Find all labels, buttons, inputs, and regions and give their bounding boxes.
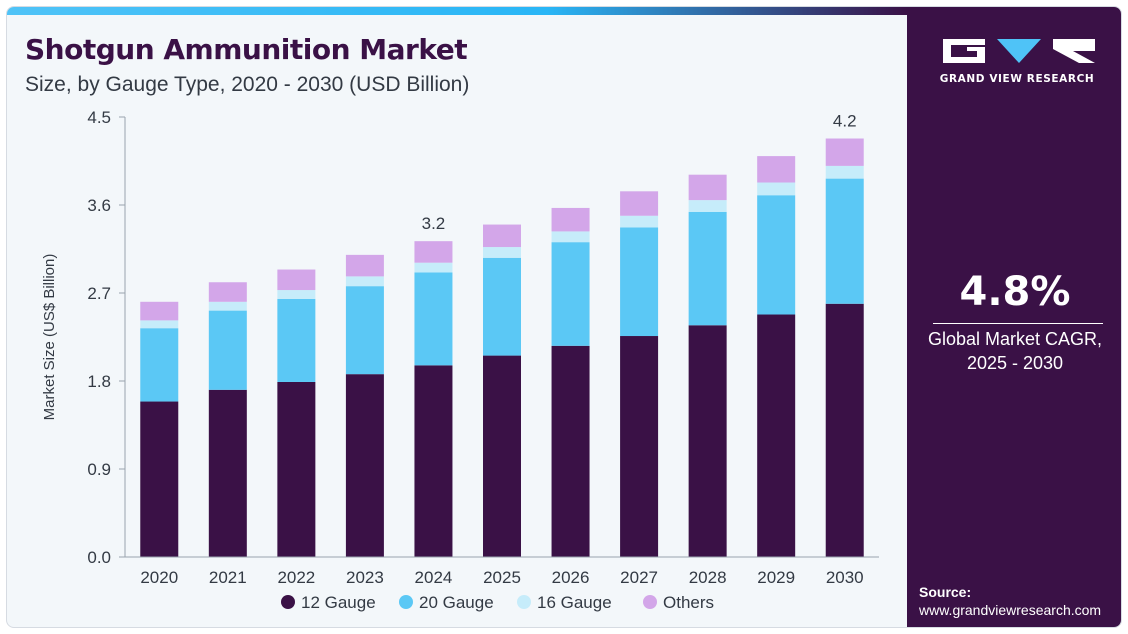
x-tick-label-2029: 2029 <box>757 568 795 587</box>
chart-card: Shotgun Ammunition Market Size, by Gauge… <box>6 6 1122 628</box>
legend: 12 Gauge 20 Gauge 16 Gauge Others <box>281 593 714 612</box>
legend-item-others: Others <box>643 593 714 612</box>
x-tick-label-2025: 2025 <box>483 568 521 587</box>
x-tick-label-2026: 2026 <box>552 568 590 587</box>
bar-16-gauge-2020 <box>140 320 179 329</box>
y-tick-label: 2.7 <box>87 284 111 303</box>
legend-label: 12 Gauge <box>301 593 376 612</box>
bar-12-gauge-2021 <box>208 389 247 557</box>
bar-16-gauge-2024 <box>414 262 453 273</box>
bar-20-gauge-2020 <box>140 328 179 402</box>
bar-12-gauge-2022 <box>277 381 316 557</box>
data-label-2024: 3.2 <box>422 214 446 233</box>
bar-12-gauge-2023 <box>345 374 384 557</box>
x-tick-label-2027: 2027 <box>620 568 658 587</box>
bar-12-gauge-2024 <box>414 365 453 557</box>
legend-label: Others <box>663 593 714 612</box>
bar-16-gauge-2030 <box>825 165 864 179</box>
bar-others-2026 <box>551 207 590 232</box>
bar-20-gauge-2022 <box>277 298 316 382</box>
bar-others-2021 <box>208 282 247 302</box>
bar-12-gauge-2029 <box>757 314 796 557</box>
chart-title: Shotgun Ammunition Market <box>25 33 468 66</box>
accent-bar <box>7 7 907 15</box>
y-tick-label: 1.8 <box>87 372 111 391</box>
y-tick-label: 0.9 <box>87 460 111 479</box>
y-tick-label: 0.0 <box>87 548 111 567</box>
bar-others-2023 <box>345 254 384 277</box>
legend-label: 20 Gauge <box>419 593 494 612</box>
legend-item-16-gauge: 16 Gauge <box>517 593 612 612</box>
bar-20-gauge-2021 <box>208 310 247 390</box>
bar-12-gauge-2025 <box>483 355 521 557</box>
legend-label: 16 Gauge <box>537 593 612 612</box>
data-label-2030: 4.2 <box>833 112 857 131</box>
bar-12-gauge-2028 <box>688 325 727 557</box>
bar-others-2030 <box>825 138 864 166</box>
bar-others-2028 <box>688 174 727 201</box>
x-tick-label-2024: 2024 <box>415 568 453 587</box>
bar-others-2029 <box>757 156 796 183</box>
cagr-label-line1: Global Market CAGR, <box>927 329 1103 349</box>
x-tick-label-2023: 2023 <box>346 568 384 587</box>
legend-marker <box>517 595 531 609</box>
y-tick-label: 3.6 <box>87 196 111 215</box>
legend-item-20-gauge: 20 Gauge <box>399 593 494 612</box>
bars <box>140 138 864 557</box>
stacked-bar-chart: 0.0 0.9 1.8 2.7 3.6 4.5 Market Size (US$ Billi… <box>41 108 879 612</box>
bar-16-gauge-2027 <box>620 215 659 228</box>
bar-16-gauge-2023 <box>345 276 384 287</box>
x-tick-label-2030: 2030 <box>826 568 864 587</box>
bar-16-gauge-2021 <box>208 301 247 311</box>
source-label: Source: <box>919 584 972 600</box>
cagr-label: Global Market CAGR, 2025 - 2030 <box>907 327 1121 375</box>
side-panel: GRAND VIEW RESEARCH 4.8% Global Market C… <box>907 7 1121 627</box>
bar-others-2025 <box>483 224 521 248</box>
bar-12-gauge-2027 <box>620 336 659 557</box>
bar-20-gauge-2023 <box>345 286 384 375</box>
legend-marker <box>399 595 413 609</box>
source-url[interactable]: www.grandviewresearch.com <box>919 602 1102 618</box>
bar-16-gauge-2025 <box>483 247 521 258</box>
x-tick-label-2028: 2028 <box>689 568 727 587</box>
x-tick-label-2020: 2020 <box>140 568 178 587</box>
bar-20-gauge-2026 <box>551 242 590 346</box>
bar-16-gauge-2028 <box>688 200 727 212</box>
bar-20-gauge-2029 <box>757 195 796 315</box>
legend-marker <box>281 595 295 609</box>
x-tick-label-2021: 2021 <box>209 568 247 587</box>
bar-12-gauge-2026 <box>551 345 590 557</box>
cagr-label-line2: 2025 - 2030 <box>966 353 1064 373</box>
bar-12-gauge-2030 <box>825 303 864 557</box>
legend-item-12-gauge: 12 Gauge <box>281 593 376 612</box>
bar-others-2027 <box>620 191 659 216</box>
brand-name: GRAND VIEW RESEARCH <box>939 73 1095 85</box>
bar-20-gauge-2024 <box>414 272 453 366</box>
divider <box>933 323 1103 324</box>
legend-marker <box>643 595 657 609</box>
data-labels: 3.2 4.2 <box>422 112 857 234</box>
grand-view-research-logo <box>943 39 1095 63</box>
bar-others-2024 <box>414 241 453 263</box>
x-tick-label-2022: 2022 <box>277 568 315 587</box>
x-axis: 2020 2021 2022 2023 2024 2025 2026 2027 2028 2029… <box>125 556 879 587</box>
bar-20-gauge-2028 <box>688 211 727 326</box>
bar-20-gauge-2030 <box>825 178 864 304</box>
y-axis-label: Market Size (US$ Billion) <box>41 254 58 421</box>
cagr-value: 4.8% <box>959 269 1071 315</box>
bar-16-gauge-2029 <box>757 182 796 196</box>
bar-20-gauge-2025 <box>483 257 521 356</box>
y-axis: 0.0 0.9 1.8 2.7 3.6 4.5 Market Size (US$ Billi… <box>41 108 126 567</box>
bar-others-2022 <box>277 269 316 291</box>
bar-16-gauge-2022 <box>277 290 316 299</box>
bar-16-gauge-2026 <box>551 231 590 243</box>
chart-subtitle: Size, by Gauge Type, 2020 - 2030 (USD Bi… <box>25 73 470 96</box>
y-tick-label: 4.5 <box>87 108 111 127</box>
bar-20-gauge-2027 <box>620 227 659 337</box>
bar-12-gauge-2020 <box>140 401 179 557</box>
bar-others-2020 <box>140 301 179 321</box>
